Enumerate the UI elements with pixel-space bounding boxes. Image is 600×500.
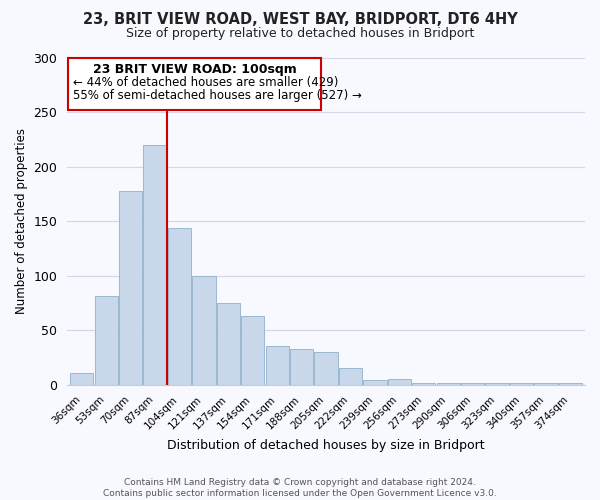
Bar [193,276,215,384]
Text: 55% of semi-detached houses are larger (527) →: 55% of semi-detached houses are larger (… [73,89,362,102]
Bar [266,346,289,385]
Text: 23 BRIT VIEW ROAD: 100sqm: 23 BRIT VIEW ROAD: 100sqm [93,63,296,76]
Bar [314,352,338,384]
Bar [241,316,265,384]
Text: ← 44% of detached houses are smaller (429): ← 44% of detached houses are smaller (42… [73,76,338,89]
Text: 23, BRIT VIEW ROAD, WEST BAY, BRIDPORT, DT6 4HY: 23, BRIT VIEW ROAD, WEST BAY, BRIDPORT, … [83,12,517,28]
X-axis label: Distribution of detached houses by size in Bridport: Distribution of detached houses by size … [167,440,485,452]
Bar [217,303,240,384]
Bar [70,372,94,384]
Y-axis label: Number of detached properties: Number of detached properties [15,128,28,314]
Bar [168,228,191,384]
Bar [339,368,362,384]
Text: Size of property relative to detached houses in Bridport: Size of property relative to detached ho… [126,28,474,40]
FancyBboxPatch shape [68,58,321,110]
Bar [290,348,313,384]
Bar [143,144,167,384]
Bar [95,296,118,384]
Text: Contains HM Land Registry data © Crown copyright and database right 2024.
Contai: Contains HM Land Registry data © Crown c… [103,478,497,498]
Bar [364,380,386,384]
Bar [388,379,411,384]
Bar [119,190,142,384]
